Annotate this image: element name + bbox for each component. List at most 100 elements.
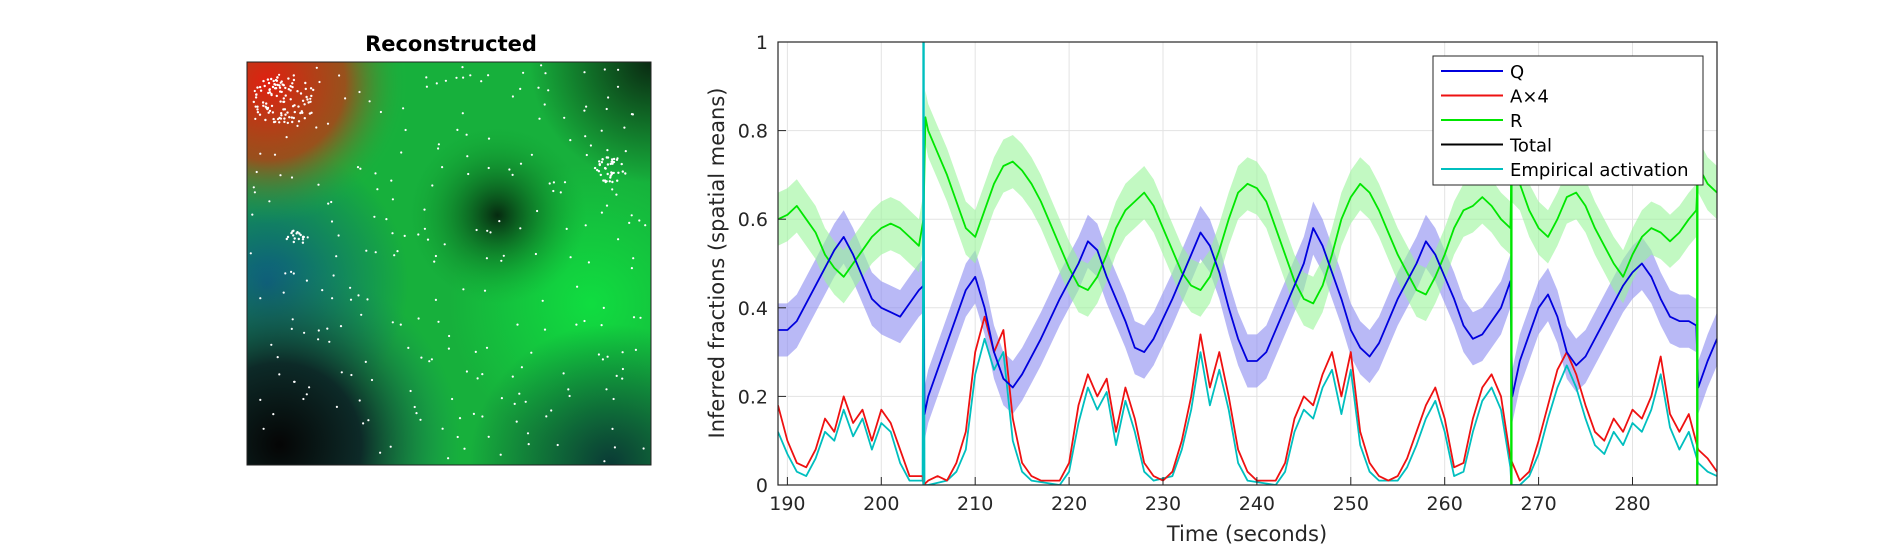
event-dot bbox=[255, 170, 258, 174]
event-dot bbox=[292, 272, 295, 275]
legend-label: R bbox=[1510, 111, 1523, 132]
event-dot bbox=[402, 107, 405, 110]
event-dot bbox=[393, 254, 396, 257]
event-dot bbox=[262, 79, 265, 83]
event-dot bbox=[340, 371, 343, 374]
event-dot bbox=[584, 224, 587, 227]
event-dot bbox=[462, 76, 465, 79]
event-dot bbox=[274, 87, 278, 90]
event-dot bbox=[366, 298, 369, 301]
event-dot bbox=[606, 149, 609, 152]
event-dot bbox=[530, 153, 534, 156]
event-dot bbox=[447, 347, 450, 350]
event-dot bbox=[259, 398, 262, 401]
event-dot bbox=[630, 214, 633, 217]
event-dot bbox=[297, 105, 300, 108]
reconstruction-image bbox=[246, 61, 652, 466]
event-dot bbox=[315, 126, 318, 129]
event-dot bbox=[404, 128, 407, 132]
event-dot bbox=[466, 155, 469, 158]
event-dot bbox=[358, 399, 361, 402]
event-dot bbox=[611, 427, 614, 430]
event-dot bbox=[589, 144, 593, 147]
event-dot bbox=[607, 96, 610, 99]
event-dot bbox=[516, 323, 519, 326]
y-tick-label: 0.6 bbox=[738, 209, 768, 231]
event-dot bbox=[644, 224, 647, 227]
event-dot bbox=[292, 74, 295, 77]
event-dot bbox=[417, 233, 420, 236]
event-dot bbox=[291, 105, 295, 108]
event-dot bbox=[615, 374, 618, 377]
event-dot bbox=[299, 111, 302, 115]
event-dot bbox=[360, 313, 363, 316]
event-dot bbox=[256, 111, 260, 114]
event-dot bbox=[617, 171, 620, 174]
event-dot bbox=[472, 412, 475, 415]
event-dot bbox=[270, 77, 273, 81]
event-dot bbox=[295, 232, 298, 235]
event-dot bbox=[628, 221, 631, 224]
event-dot bbox=[610, 160, 613, 163]
event-dot bbox=[299, 92, 303, 95]
event-dot bbox=[632, 257, 635, 260]
y-axis-label: Inferred fractions (spatial means) bbox=[705, 88, 729, 439]
event-dot bbox=[400, 151, 403, 154]
event-dot bbox=[365, 249, 368, 252]
event-dot bbox=[249, 252, 252, 255]
event-dot bbox=[610, 158, 614, 161]
event-dot bbox=[441, 166, 444, 169]
event-dot bbox=[541, 299, 544, 302]
event-dot bbox=[399, 323, 402, 326]
event-dot bbox=[279, 81, 282, 84]
event-dot bbox=[268, 109, 272, 113]
event-dot bbox=[367, 419, 370, 422]
y-tick-label: 1 bbox=[756, 32, 768, 54]
event-dot bbox=[308, 386, 311, 389]
event-dot bbox=[282, 97, 285, 100]
event-dot bbox=[335, 405, 338, 408]
event-dot bbox=[291, 120, 294, 124]
event-dot bbox=[612, 160, 616, 164]
line-r bbox=[778, 116, 1717, 305]
event-dot bbox=[598, 160, 601, 163]
line-empirical-activation bbox=[778, 42, 1717, 485]
event-dot bbox=[286, 121, 289, 125]
event-dot bbox=[639, 316, 642, 319]
event-dot bbox=[279, 117, 283, 120]
event-dot bbox=[407, 346, 410, 349]
event-dot bbox=[290, 327, 293, 330]
event-dot bbox=[602, 306, 605, 309]
event-dots bbox=[249, 64, 647, 463]
legend-label: Empirical activation bbox=[1510, 160, 1689, 181]
event-dot bbox=[272, 413, 275, 416]
event-dot bbox=[284, 94, 287, 97]
event-dot bbox=[271, 111, 275, 114]
event-dot bbox=[364, 360, 367, 363]
event-dot bbox=[620, 162, 623, 166]
event-dot bbox=[374, 172, 377, 175]
event-dot bbox=[276, 356, 279, 359]
event-dot bbox=[254, 117, 257, 120]
event-dot bbox=[279, 90, 282, 93]
event-dot bbox=[587, 261, 591, 264]
event-dot bbox=[268, 91, 272, 94]
event-dot bbox=[543, 103, 546, 106]
event-dot bbox=[332, 274, 335, 277]
event-dot bbox=[254, 105, 257, 108]
event-dot bbox=[600, 129, 603, 132]
image-frame bbox=[246, 61, 652, 466]
event-dot bbox=[301, 238, 305, 241]
event-dot bbox=[266, 106, 270, 110]
event-dot bbox=[606, 163, 610, 166]
event-dot bbox=[253, 191, 256, 194]
event-dot bbox=[437, 143, 440, 146]
event-dot bbox=[481, 373, 484, 376]
event-dot bbox=[283, 120, 286, 124]
event-dot bbox=[391, 232, 394, 235]
event-dot bbox=[602, 179, 605, 182]
event-dot bbox=[278, 84, 281, 87]
event-dot bbox=[474, 350, 477, 353]
event-dot bbox=[548, 182, 551, 185]
event-dot bbox=[481, 415, 484, 418]
